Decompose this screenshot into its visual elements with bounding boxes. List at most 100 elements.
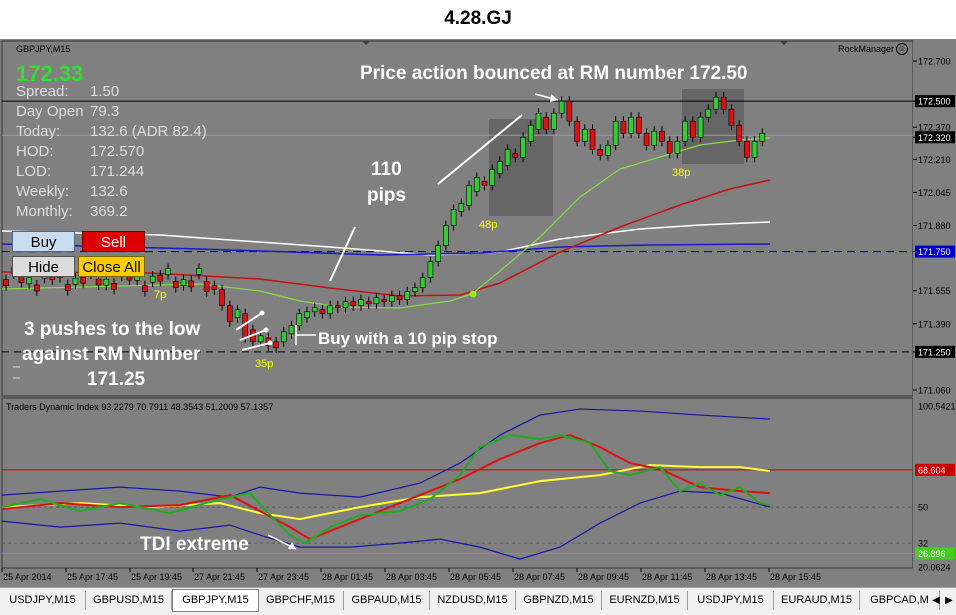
candle-body [551,112,557,130]
candle-body [319,309,326,315]
hide-button[interactable]: Hide [12,256,75,277]
candle-body [203,281,210,293]
tdi-axis-label: 68.604 [918,465,946,475]
price-axis-label: 172.500 [918,97,951,107]
candle-body [404,291,411,301]
pushes-annotation-line3: 171.25 [87,369,146,390]
smiley-icon: ☺ [896,43,908,55]
candle-body [512,152,519,158]
tab-usdjpy-m15[interactable]: USDJPY,M15 [0,591,86,610]
candle-body [311,307,318,313]
info-label: LOD: [16,163,52,180]
time-axis-label: 28 Apr 15:45 [770,572,821,582]
tab-scroll-right-icon[interactable]: ▶ [945,595,953,606]
candle-body [427,261,434,278]
chart-window[interactable]: Traders Dynamic Index 93.2279 70.7911 48… [0,39,956,587]
trend-line-white-upper [437,114,523,185]
tdi-axis-label: 50 [918,503,928,513]
tdi-rsi-price-line [1,434,771,545]
chart-canvas[interactable]: Traders Dynamic Index 93.2279 70.7911 48… [0,39,956,587]
sell-button[interactable]: Sell [82,231,145,252]
candle-body [226,305,233,323]
tdi-extreme-annotation: TDI extreme [140,534,249,555]
candle-body [196,268,202,275]
candle-body [674,140,681,154]
candle-body [543,116,550,130]
candle-body [574,120,580,142]
candle-body [111,283,117,290]
candle-body [659,130,665,142]
blue-ma-line [1,243,771,256]
tdi-axis-label: 20.0624 [918,562,951,572]
time-axis-label: 28 Apr 01:45 [322,572,373,582]
time-axis-label: 25 Apr 17:45 [67,572,118,582]
candle-body [358,299,364,307]
candle-body [350,301,357,307]
tab-gbpusd-m15[interactable]: GBPUSD,M15 [86,591,172,610]
pip-tag-38p: 38p [672,167,691,179]
candle-body [520,136,526,158]
bounce-annotation: Price action bounced at RM number 172.50 [360,63,748,84]
candle-body [26,277,32,285]
tab-eurnzd-m15[interactable]: EURNZD,M15 [602,591,688,610]
pips-value-annotation: 110 [371,159,402,180]
candle-body [211,285,218,290]
trend-line-white-lower [329,226,356,282]
candle-body [682,120,688,142]
candle-body [466,185,472,206]
candle-body [373,297,380,305]
tab-usdjpy-m15[interactable]: USDJPY,M15 [688,591,774,610]
tdi-extreme-arrowhead-icon [288,542,296,549]
candle-body [342,301,349,309]
chart-grid [1,40,955,569]
price-axis-label: 172.320 [918,133,951,143]
symbol-tab-bar: USDJPY,M15 GBPUSD,M15 GBPJPY,M15 GBPCHF,M15… [0,587,956,615]
pip-tag-48p: 48p [479,219,498,231]
candle-body [304,311,310,319]
info-label: Spread: [16,83,69,100]
tab-gbpcad-m[interactable]: GBPCAD,M [860,591,940,610]
candle-body [504,148,511,166]
candle-body [535,112,542,130]
info-label: HOD: [16,143,54,160]
tab-gbpchf-m15[interactable]: GBPCHF,M15 [258,591,344,610]
signal-dot [469,290,477,298]
candle-body [605,144,611,156]
close-all-button[interactable]: Close All [78,256,145,277]
time-axis-label: 25 Apr 19:45 [131,572,182,582]
candle-body [481,181,488,186]
candle-body [720,96,727,110]
price-axis-label: 172.210 [918,155,951,165]
pip-tag-35p: 35p [255,358,274,370]
buy-button[interactable]: Buy [12,231,75,252]
candle-body [288,325,295,335]
push-arrow [241,342,271,351]
info-value: 132.6 [90,183,128,200]
candle-body [34,284,40,292]
tab-gbpjpy-m15[interactable]: GBPJPY,M15 [172,589,259,612]
tdi-axis-label: 26.896 [918,549,946,559]
candle-body [165,268,171,275]
candle-body [589,128,596,150]
info-value: 171.244 [90,163,145,180]
red-ma-line [1,179,771,297]
candle-body [219,289,225,307]
candle-body [713,96,719,110]
candle-body [435,245,441,262]
candle-body [80,276,86,284]
candle-body [744,140,750,158]
buy-stop-annotation: Buy with a 10 pip stop [318,329,498,348]
price-axis-label: 171.555 [918,286,951,296]
tab-scroll-left-icon[interactable]: ◀ [932,595,940,606]
tab-gbpnzd-m15[interactable]: GBPNZD,M15 [516,591,602,610]
tab-gbpaud-m15[interactable]: GBPAUD,M15 [344,591,430,610]
candle-body [281,331,287,343]
candle-body [489,169,495,186]
candle-body [327,305,333,315]
candle-body [728,108,735,126]
page-title: 4.28.GJ [444,8,512,29]
tab-euraud-m15[interactable]: EURAUD,M15 [774,591,860,610]
candle-body [697,116,704,138]
price-axis-label: 171.250 [918,347,951,357]
tab-nzdusd-m15[interactable]: NZDUSD,M15 [430,591,516,610]
